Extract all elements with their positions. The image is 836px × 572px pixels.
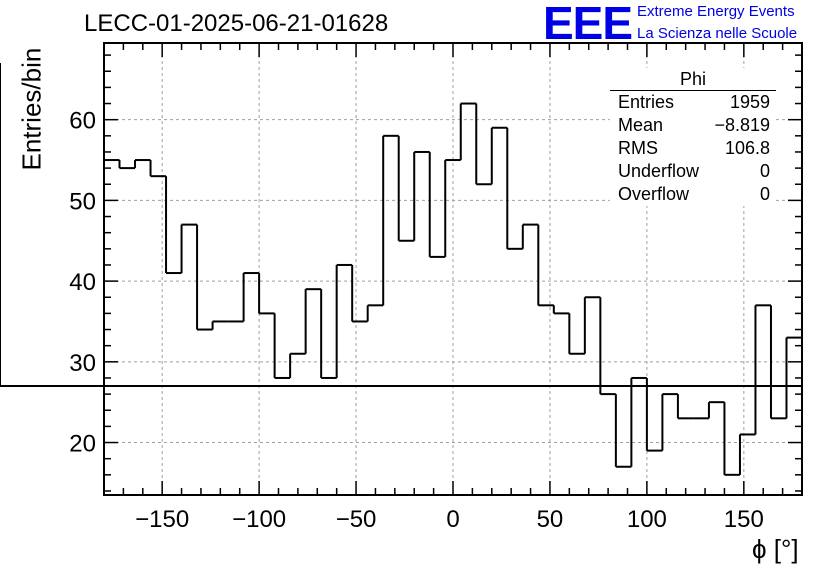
stats-row-underflow: Underflow 0 [610,160,776,183]
stats-row-rms: RMS 106.8 [610,137,776,160]
stats-label: Entries [618,92,675,112]
y-tick-labels: 20 30 40 50 60 [69,108,96,458]
y-axis-label: Entries/bin [16,47,47,171]
histogram-series [0,63,803,476]
stats-value: −8.819 [714,115,770,135]
y-tick-label: 20 [69,431,96,458]
stats-label: Underflow [618,161,700,181]
stats-value: 106.8 [724,138,770,158]
x-tick-label: 100 [627,506,667,533]
x-tick-label: −100 [232,506,286,533]
y-tick-label: 30 [69,350,96,377]
stats-label: Overflow [618,184,690,204]
axis-ticks [103,43,803,495]
eee-logo: EEE [543,0,633,49]
y-tick-label: 40 [69,269,96,296]
y-tick-label: 60 [69,108,96,135]
chart-title: LECC-01-2025-06-21-01628 [84,10,389,37]
x-tick-label: −50 [336,506,377,533]
logo-subtitle-line-2: La Scienza nelle Scuole [637,25,798,42]
y-tick-label: 50 [69,188,96,215]
logo-subtitle-line-1: Extreme Energy Events [637,3,795,20]
x-tick-label: −150 [135,506,189,533]
stats-box: Phi Entries 1959 Mean −8.819 RMS 106.8 U… [610,68,776,206]
stats-label: Mean [618,115,664,135]
grid-lines [104,43,802,495]
x-axis-label: ϕ [°] [752,534,799,564]
stats-row-mean: Mean −8.819 [610,114,776,137]
x-tick-label: 50 [537,506,564,533]
stats-value: 1959 [729,92,770,112]
stats-title: Phi [610,68,776,91]
x-tick-label: 0 [446,506,459,533]
x-tick-label: 150 [724,506,764,533]
stats-value: 0 [759,161,770,181]
stats-row-entries: Entries 1959 [610,91,776,114]
x-tick-labels: −150 −100 −50 0 50 100 150 [135,506,764,533]
stats-label: RMS [618,138,658,158]
stats-row-overflow: Overflow 0 [610,183,776,206]
stats-value: 0 [759,184,770,204]
